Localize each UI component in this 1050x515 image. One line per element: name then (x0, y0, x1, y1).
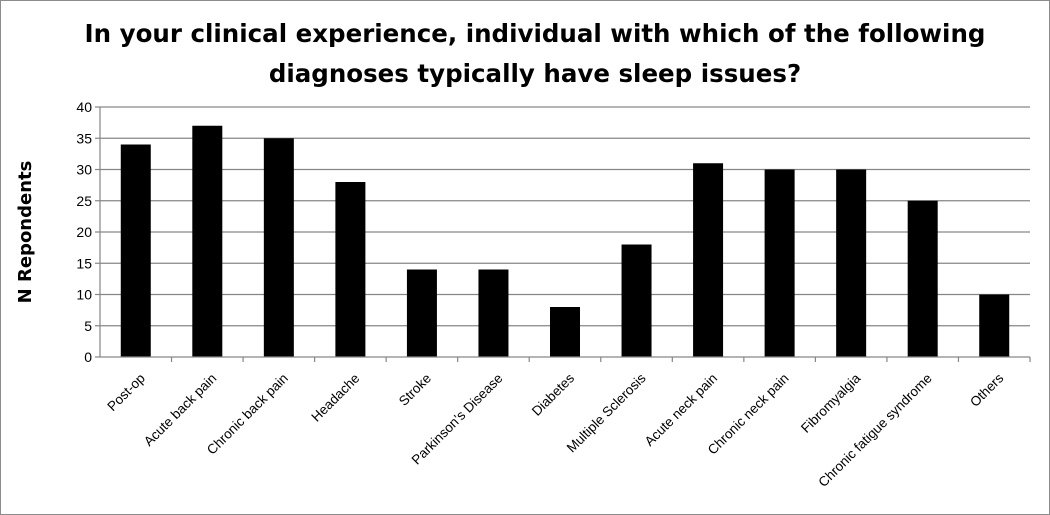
x-tick-label: Diabetes (529, 370, 577, 418)
x-tick-label: Chronic fatigue syndrome (815, 371, 934, 490)
y-tick-label: 40 (76, 99, 92, 115)
x-tick-label: Stroke (396, 371, 434, 409)
chart-title-line-1: In your clinical experience, individual … (84, 19, 986, 48)
bar (335, 182, 366, 357)
bar (907, 200, 938, 357)
y-tick-label: 0 (84, 349, 92, 365)
bar (192, 125, 223, 357)
x-tick-label: Acute back pain (141, 371, 220, 450)
bar (764, 169, 795, 357)
bar (621, 244, 652, 357)
gridlines (100, 106, 1030, 327)
y-tick-label: 5 (84, 318, 92, 334)
x-tick-label: Multiple Sclerosis (564, 370, 649, 455)
x-tick-label: Fibromyalgia (798, 370, 864, 436)
y-tick-labels: 0 5 10 15 20 25 30 35 40 (76, 99, 92, 365)
chart-title: In your clinical experience, individual … (60, 14, 1010, 94)
y-tick-label: 35 (76, 130, 92, 146)
bar (550, 307, 580, 357)
y-axis-label: N Repondents (15, 161, 36, 304)
bar (693, 163, 724, 357)
bars (120, 125, 1010, 357)
x-tick-label: Acute neck pain (642, 371, 721, 450)
x-tick-label: Headache (308, 371, 362, 425)
x-tick-label: Chronic back pain (204, 371, 291, 458)
y-tick-label: 20 (76, 224, 92, 240)
y-tick-label: 10 (76, 287, 92, 303)
bar (979, 294, 1010, 357)
bar (263, 138, 294, 357)
y-tick-label: 15 (76, 255, 92, 271)
y-tick-label: 30 (76, 162, 92, 178)
x-tick-label: Post-op (104, 371, 148, 415)
bar (836, 169, 867, 357)
bar (120, 144, 151, 357)
y-tick-label: 25 (76, 193, 92, 209)
x-tick-label: Chronic neck pain (705, 371, 792, 458)
axes (95, 106, 1031, 362)
bar (478, 269, 509, 357)
x-tick-label: Others (967, 370, 1006, 409)
bar (406, 269, 437, 357)
chart-title-line-2: diagnoses typically have sleep issues? (268, 59, 802, 88)
